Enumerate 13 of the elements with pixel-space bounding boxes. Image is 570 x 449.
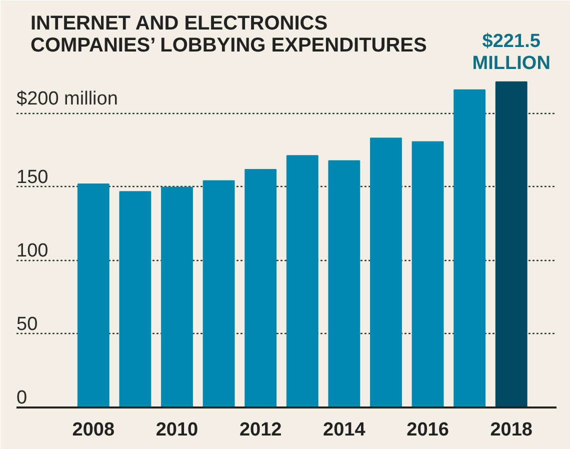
x-tick-label: 2012	[239, 420, 282, 440]
x-tick-label: 2016	[406, 420, 449, 440]
x-tick-label: 2014	[323, 420, 366, 440]
y-tick-label: 100	[16, 240, 48, 262]
y-tick-label: $200 million	[16, 88, 118, 110]
text: INTERNET AND ELECTRONICS COMPANIES’ LOBBYING EXPENDITURES	[30, 12, 427, 56]
y-tick-label: 50	[16, 314, 38, 335]
annotation: $221.5 MILLION	[472, 30, 550, 74]
y-tick-label: 150	[16, 166, 48, 188]
y-tick-label: 0	[16, 388, 28, 408]
x-tick-label: 2018	[490, 420, 533, 440]
x-tick-label: 2010	[156, 420, 198, 440]
x-tick-label: 2008	[72, 420, 115, 440]
